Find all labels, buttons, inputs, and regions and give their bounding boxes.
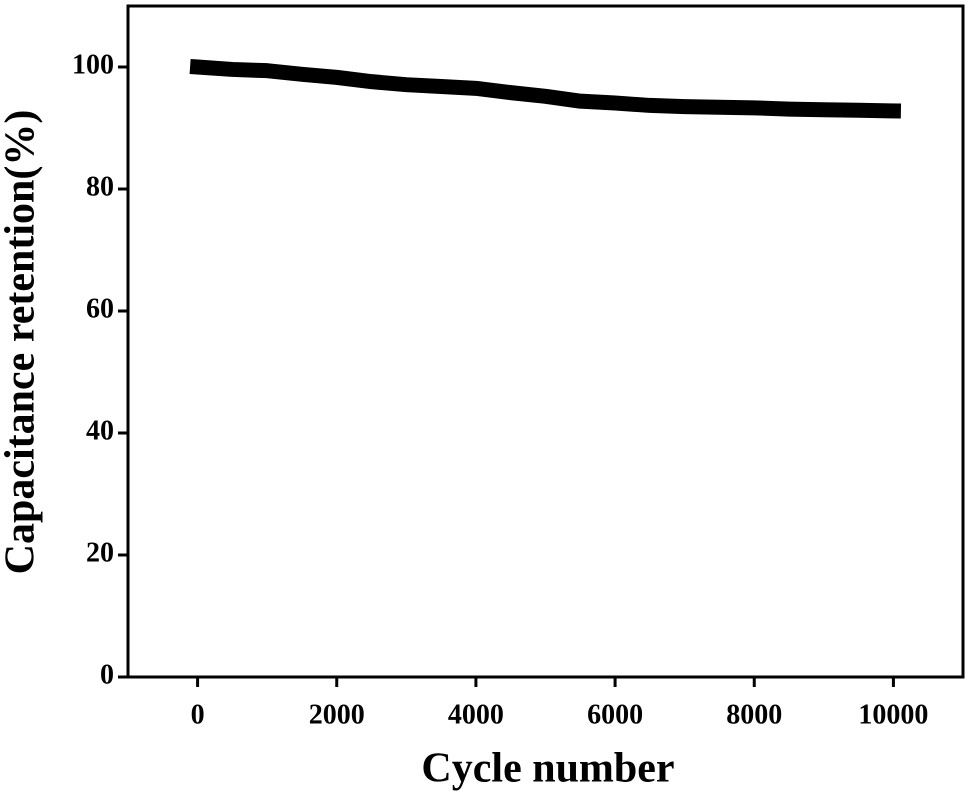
x-tick-label: 10000	[858, 699, 928, 730]
x-tick-label: 6000	[587, 699, 643, 730]
x-tick-label: 2000	[309, 699, 365, 730]
data-line	[189, 58, 902, 119]
x-tick-label: 0	[191, 699, 205, 730]
y-tick-label: 80	[86, 171, 114, 202]
y-tick-label: 20	[86, 537, 114, 568]
y-axis-title: Capacitance retention(%)	[0, 110, 44, 575]
x-tick-label: 4000	[448, 699, 504, 730]
x-axis-title: Cycle number	[421, 746, 674, 792]
y-tick-label: 0	[100, 659, 114, 690]
x-tick-label: 8000	[726, 699, 782, 730]
y-tick-label: 100	[72, 49, 114, 80]
y-tick-label: 40	[86, 415, 114, 446]
plot-frame	[126, 4, 965, 679]
y-tick-label: 60	[86, 293, 114, 324]
